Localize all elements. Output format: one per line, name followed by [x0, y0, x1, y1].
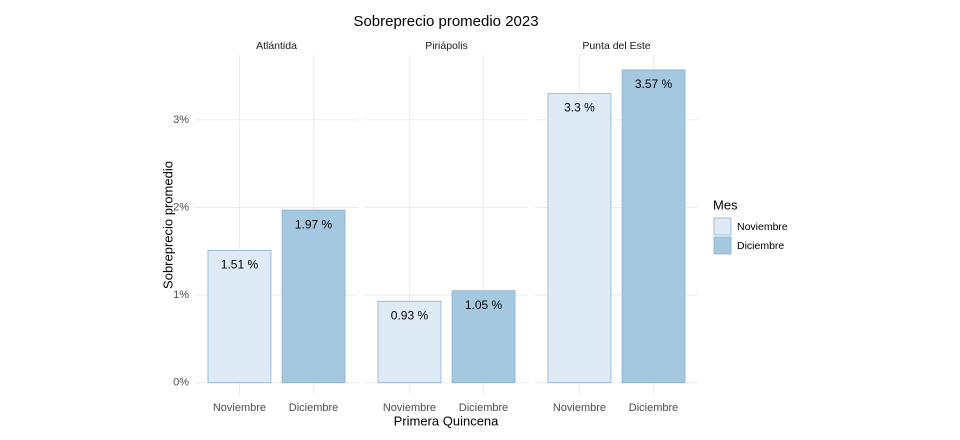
bar [621, 69, 686, 384]
value-label: 0.93 % [391, 308, 429, 322]
x-tick-label: Diciembre [289, 402, 339, 414]
x-tick-label: Diciembre [629, 402, 679, 414]
x-tick-label: Diciembre [459, 402, 509, 414]
y-tick-label: 1% [173, 289, 189, 301]
legend-swatch [713, 236, 732, 255]
bar [207, 250, 272, 384]
legend-title: Mes [713, 197, 738, 212]
bar [377, 300, 442, 384]
facet-label: Punta del Este [582, 40, 650, 52]
y-tick-label: 0% [173, 377, 189, 389]
legend-swatch [713, 217, 732, 236]
bar [281, 209, 346, 384]
value-label: 3.3 % [564, 101, 595, 115]
x-tick-label: Noviembre [213, 402, 266, 414]
legend-label: Noviembre [737, 221, 788, 233]
x-tick-label: Noviembre [553, 402, 606, 414]
value-label: 1.97 % [295, 217, 333, 231]
facet-label: Piriápolis [425, 40, 468, 52]
value-label: 3.57 % [635, 77, 673, 91]
y-tick-label: 3% [173, 114, 189, 126]
value-label: 1.05 % [465, 298, 503, 312]
y-axis-title: Sobreprecio promedio [160, 161, 175, 289]
y-tick-label: 2% [173, 201, 189, 213]
value-label: 1.51 % [221, 258, 259, 272]
chart-title: Sobreprecio promedio 2023 [353, 13, 538, 30]
bar [451, 290, 516, 384]
x-tick-label: Noviembre [383, 402, 436, 414]
bar [547, 93, 612, 384]
legend-label: Diciembre [737, 240, 784, 252]
x-axis-title: Primera Quincena [394, 413, 500, 428]
facet-label: Atlántida [256, 40, 297, 52]
